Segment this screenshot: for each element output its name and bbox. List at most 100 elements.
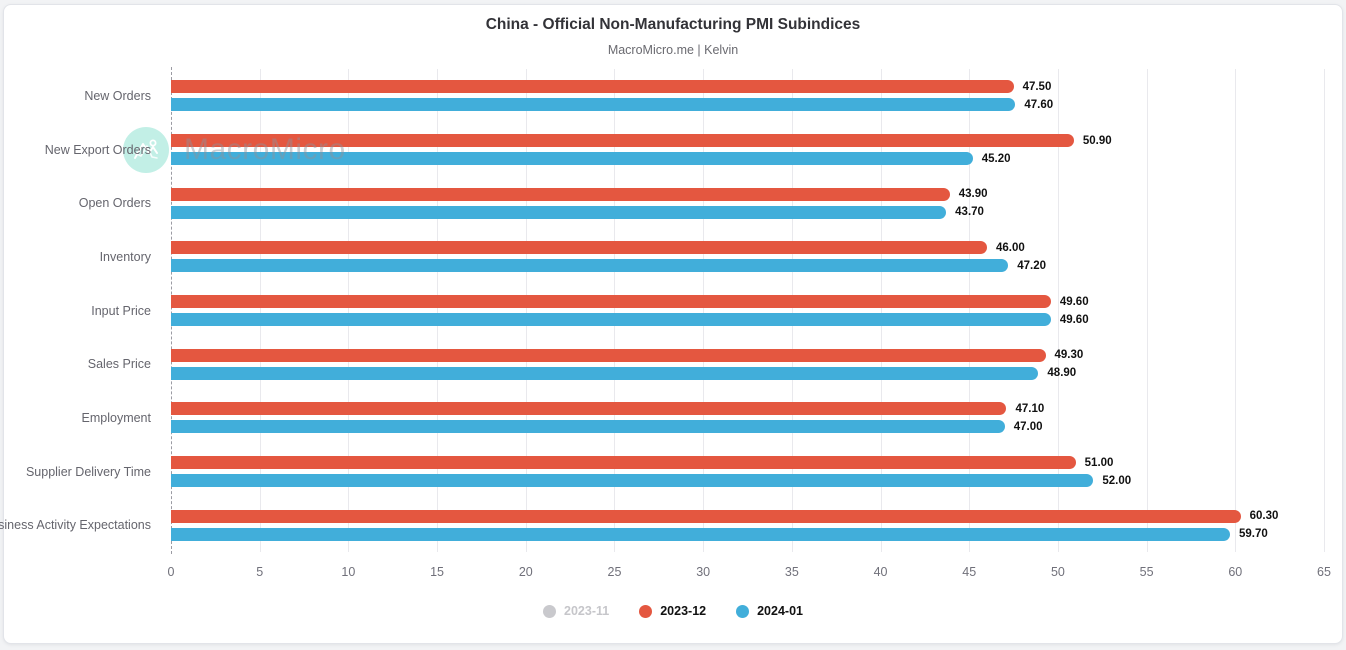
bar-2024-01[interactable] bbox=[171, 420, 1005, 434]
gridline-55 bbox=[1146, 69, 1148, 552]
x-tick-label-25: 25 bbox=[607, 565, 622, 579]
x-tick-label-45: 45 bbox=[962, 565, 977, 579]
legend-item-2023-12[interactable]: 2023-12 bbox=[639, 604, 706, 618]
bar-value-label: 59.70 bbox=[1238, 528, 1268, 541]
bar-2024-01[interactable] bbox=[171, 366, 1039, 380]
gridline-15 bbox=[437, 69, 439, 552]
bar-value-label: 47.00 bbox=[1013, 420, 1043, 433]
bar-line-2023-12: 43.90 bbox=[171, 187, 1324, 201]
x-tick-label-60: 60 bbox=[1228, 565, 1243, 579]
bar-line-2023-12: 51.00 bbox=[171, 456, 1324, 470]
bar-line-2023-12: 47.10 bbox=[171, 402, 1324, 416]
bar-value-label: 51.00 bbox=[1084, 456, 1114, 469]
x-tick-label-65: 65 bbox=[1317, 565, 1331, 579]
bar-value-label: 47.20 bbox=[1017, 259, 1047, 272]
bar-value-label: 49.30 bbox=[1054, 349, 1084, 362]
category-label: Inventory bbox=[99, 249, 151, 264]
bar-value-label: 47.50 bbox=[1022, 80, 1052, 93]
bar-value-label: 47.10 bbox=[1015, 402, 1045, 415]
x-tick-label-10: 10 bbox=[341, 565, 356, 579]
bar-value-label: 46.00 bbox=[995, 241, 1025, 254]
bar-2023-12[interactable] bbox=[171, 241, 987, 255]
bar-2023-12[interactable] bbox=[171, 509, 1241, 523]
bar-line-2023-12: 47.50 bbox=[171, 80, 1324, 94]
legend-item-2024-01[interactable]: 2024-01 bbox=[736, 604, 803, 618]
category-label: Supplier Delivery Time bbox=[25, 464, 151, 479]
bar-2023-12[interactable] bbox=[171, 456, 1076, 470]
category-label: New Orders bbox=[84, 88, 151, 103]
bar-2023-12[interactable] bbox=[171, 187, 950, 201]
bar-line-2024-01: 43.70 bbox=[171, 205, 1324, 219]
bar-2023-12[interactable] bbox=[171, 348, 1046, 362]
bar-2023-12[interactable] bbox=[171, 402, 1007, 416]
gridline-50 bbox=[1057, 69, 1059, 552]
x-tick-label-5: 5 bbox=[256, 565, 264, 579]
bar-2024-01[interactable] bbox=[171, 152, 973, 165]
bar-2023-12[interactable] bbox=[171, 80, 1014, 94]
legend-label: 2023-12 bbox=[660, 604, 707, 618]
bar-2024-01[interactable] bbox=[171, 474, 1094, 488]
bar-line-2024-01: 45.20 bbox=[171, 152, 1324, 165]
chart-row: 47.50 47.60 bbox=[171, 69, 1324, 123]
bar-2024-01[interactable] bbox=[171, 259, 1009, 273]
bar-line-2024-01: 59.70 bbox=[171, 527, 1324, 541]
bar-value-label: 50.90 bbox=[1082, 134, 1112, 147]
category-label: Business Activity Expectations bbox=[0, 518, 151, 533]
bar-2024-01[interactable] bbox=[171, 527, 1230, 541]
bar-line-2024-01: 47.20 bbox=[171, 259, 1324, 273]
bar-rows: 47.50 47.60 50.90 45.20 43.90 43.70 46.00 47.20… bbox=[171, 69, 1324, 552]
bar-value-label: 48.90 bbox=[1047, 367, 1077, 380]
x-tick-label-30: 30 bbox=[696, 565, 711, 579]
category-label: Employment bbox=[81, 410, 151, 425]
chart-row: 49.30 48.90 bbox=[171, 337, 1324, 391]
bar-2024-01[interactable] bbox=[171, 98, 1016, 112]
category-axis: New Orders New Export Orders Open Orders In… bbox=[0, 69, 161, 552]
bar-value-label: 49.60 bbox=[1059, 295, 1089, 308]
x-tick-label-55: 55 bbox=[1139, 565, 1154, 579]
x-tick-label-35: 35 bbox=[784, 565, 799, 579]
gridline-20 bbox=[525, 69, 527, 552]
legend-item-2023-11[interactable]: 2023-11 bbox=[543, 604, 609, 618]
chart-subtitle: MacroMicro.me | Kelvin bbox=[607, 43, 739, 57]
bar-line-2024-01: 47.60 bbox=[171, 98, 1324, 112]
gridline-45 bbox=[969, 69, 971, 552]
chart-title: China - Official Non-Manufacturing PMI S… bbox=[485, 16, 861, 33]
chart-row: 51.00 52.00 bbox=[171, 445, 1324, 499]
category-label: Input Price bbox=[91, 303, 151, 318]
category-label: New Export Orders bbox=[44, 142, 151, 157]
bar-value-label: 60.30 bbox=[1249, 510, 1279, 523]
legend-marker-icon bbox=[736, 604, 750, 618]
category-label: Open Orders bbox=[78, 196, 151, 211]
bar-line-2024-01: 49.60 bbox=[171, 313, 1324, 327]
gridline-30 bbox=[703, 69, 705, 552]
bar-2023-12[interactable] bbox=[171, 295, 1051, 309]
chart-row: 49.60 49.60 bbox=[171, 284, 1324, 338]
gridline-10 bbox=[348, 69, 350, 552]
legend-label: 2024-01 bbox=[757, 604, 803, 618]
chart-row: 60.30 59.70 bbox=[171, 498, 1324, 552]
chart-row: 47.10 47.00 bbox=[171, 391, 1324, 445]
x-tick-label-15: 15 bbox=[430, 565, 445, 579]
chart-card: China - Official Non-Manufacturing PMI S… bbox=[0, 4, 1343, 644]
x-tick-label-0: 0 bbox=[167, 565, 175, 579]
legend-marker-icon bbox=[543, 604, 557, 618]
gridline-60 bbox=[1235, 69, 1237, 552]
legend: 2023-11 2023-12 2024-01 bbox=[4, 604, 1342, 618]
bar-line-2023-12: 49.60 bbox=[171, 295, 1324, 309]
chart-row: 46.00 47.20 bbox=[171, 230, 1324, 284]
bar-value-label: 52.00 bbox=[1102, 474, 1132, 487]
bar-line-2023-12: 49.30 bbox=[171, 348, 1324, 362]
bar-value-label: 45.20 bbox=[981, 152, 1011, 165]
bar-line-2023-12: 46.00 bbox=[171, 241, 1324, 255]
x-tick-label-20: 20 bbox=[518, 565, 533, 579]
bar-2024-01[interactable] bbox=[171, 313, 1051, 327]
bar-line-2023-12: 60.30 bbox=[171, 509, 1324, 523]
gridline-65 bbox=[1324, 69, 1325, 552]
bar-2023-12[interactable] bbox=[171, 134, 1074, 147]
bar-line-2024-01: 47.00 bbox=[171, 420, 1324, 434]
legend-label: 2023-11 bbox=[564, 604, 610, 618]
chart-row: 50.90 45.20 bbox=[171, 123, 1324, 177]
bar-2024-01[interactable] bbox=[171, 205, 947, 219]
x-tick-label-40: 40 bbox=[873, 565, 888, 579]
legend-marker-icon bbox=[639, 604, 653, 618]
